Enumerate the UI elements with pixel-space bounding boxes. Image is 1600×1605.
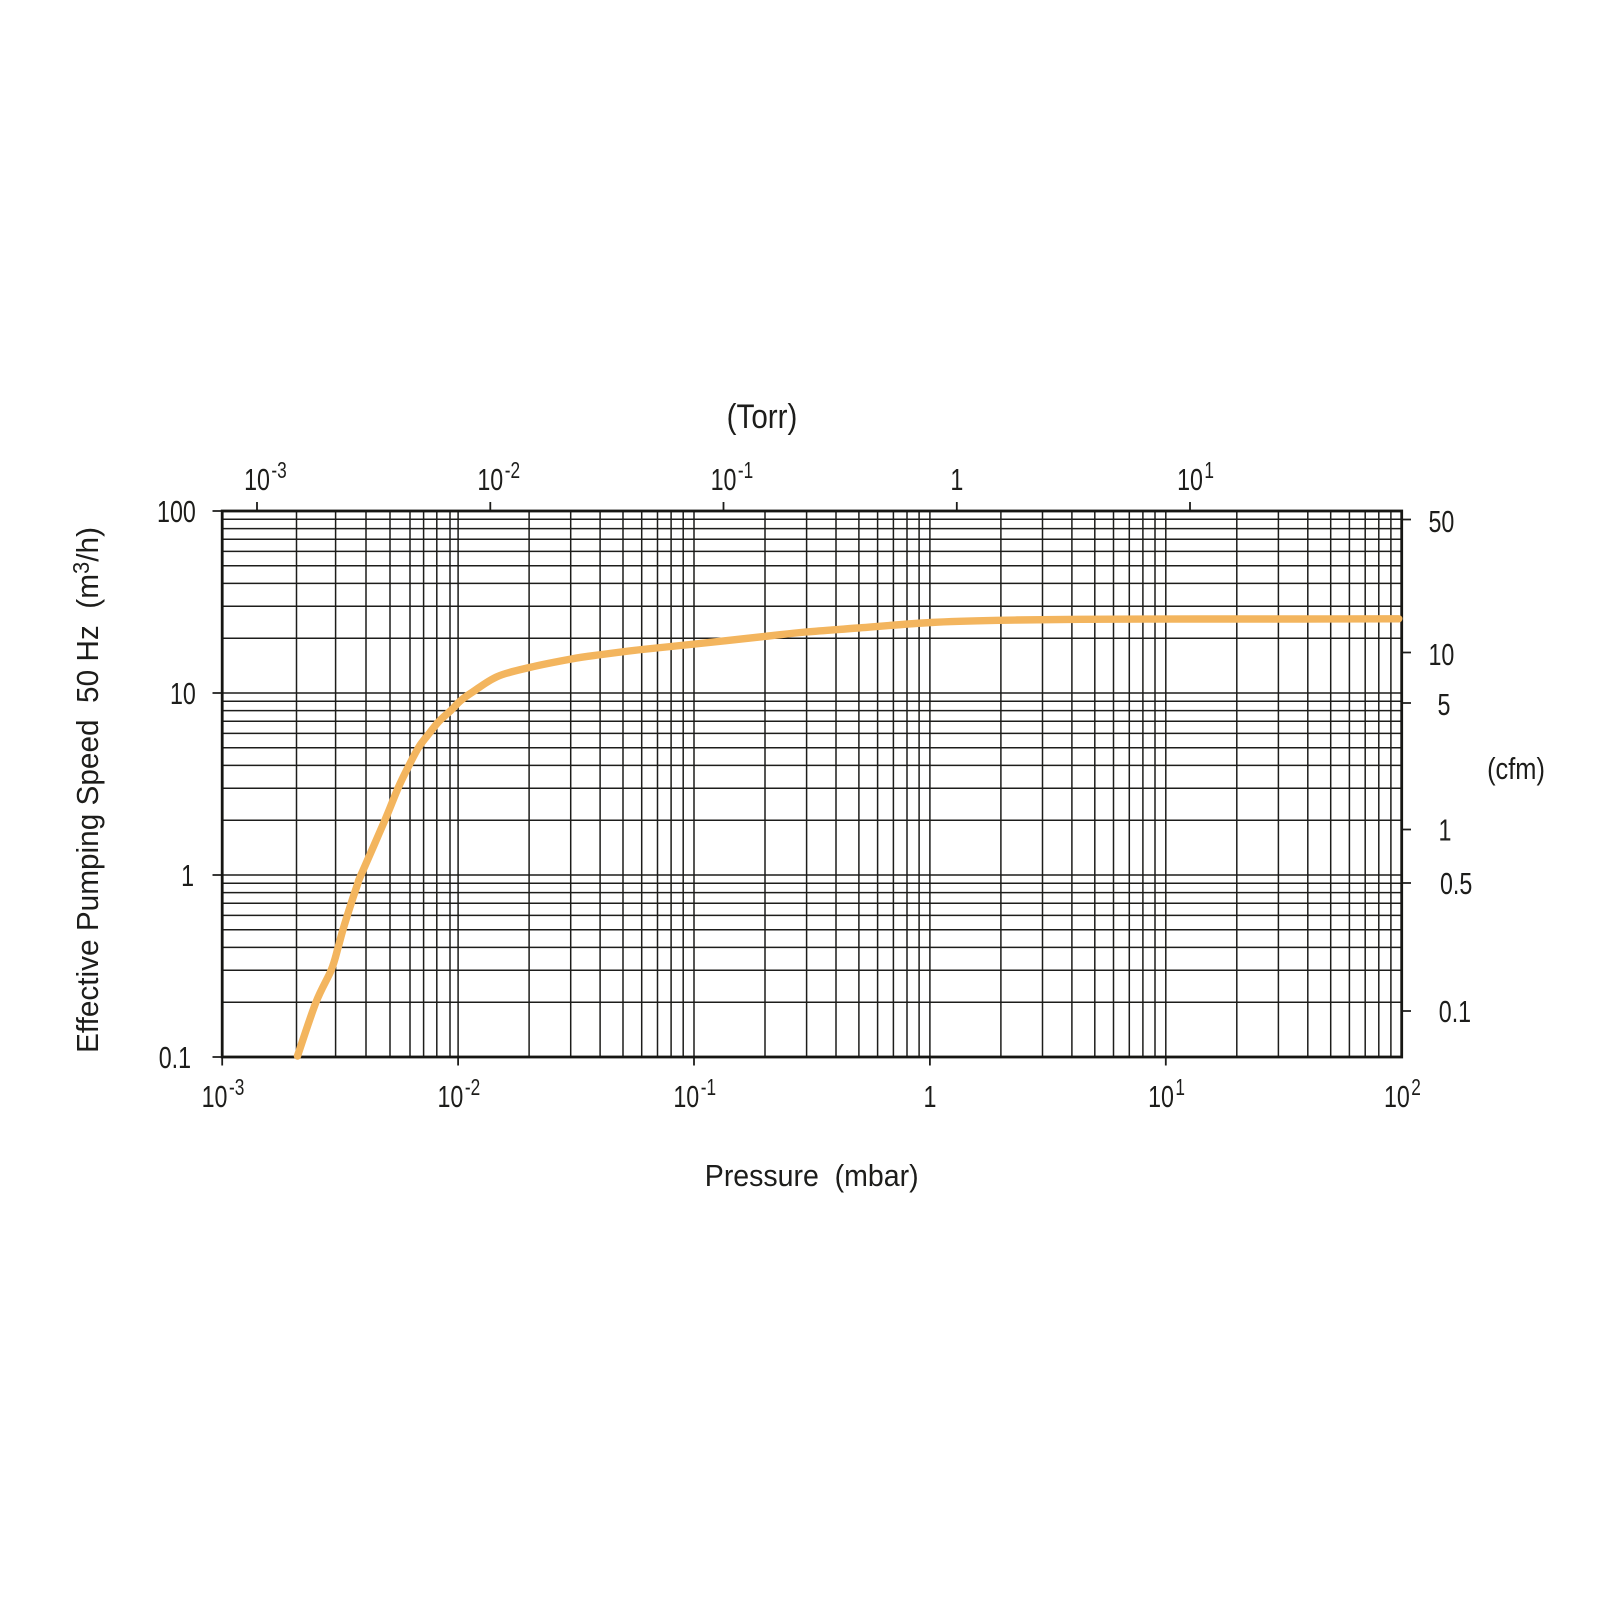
svg-text:50: 50: [1429, 504, 1455, 539]
svg-text:10: 10: [1429, 637, 1455, 672]
svg-text:-1: -1: [738, 459, 753, 484]
svg-text:1: 1: [1175, 1076, 1185, 1101]
svg-text:1: 1: [181, 858, 194, 893]
svg-text:1: 1: [1439, 812, 1452, 847]
svg-text:0.5: 0.5: [1440, 866, 1472, 901]
svg-text:1: 1: [923, 1079, 936, 1114]
svg-text:10: 10: [244, 462, 270, 497]
svg-text:10: 10: [1148, 1079, 1174, 1114]
svg-text:0.1: 0.1: [159, 1040, 191, 1075]
svg-text:10: 10: [437, 1079, 463, 1114]
svg-text:1: 1: [1204, 459, 1214, 484]
svg-text:Pressure (mbar): Pressure (mbar): [705, 1159, 919, 1193]
svg-text:(cfm): (cfm): [1487, 752, 1545, 787]
svg-text:2: 2: [1411, 1076, 1421, 1101]
svg-text:100: 100: [157, 494, 196, 529]
svg-text:-2: -2: [465, 1076, 480, 1101]
svg-text:10: 10: [202, 1079, 228, 1114]
svg-text:5: 5: [1438, 687, 1451, 722]
svg-text:10: 10: [711, 462, 737, 497]
svg-text:(Torr): (Torr): [727, 397, 798, 435]
svg-text:0.1: 0.1: [1439, 994, 1471, 1029]
svg-text:10: 10: [1384, 1079, 1410, 1114]
svg-text:10: 10: [1177, 462, 1203, 497]
svg-text:-3: -3: [229, 1076, 244, 1101]
svg-text:-1: -1: [701, 1076, 716, 1101]
svg-text:-2: -2: [505, 459, 520, 484]
svg-text:10: 10: [170, 676, 196, 711]
svg-text:-3: -3: [271, 459, 286, 484]
svg-text:10: 10: [477, 462, 503, 497]
svg-text:10: 10: [673, 1079, 699, 1114]
svg-text:1: 1: [950, 462, 963, 497]
svg-text:Effective Pumping Speed 50 Hz: Effective Pumping Speed 50 Hz (m3/h): [69, 527, 106, 1053]
